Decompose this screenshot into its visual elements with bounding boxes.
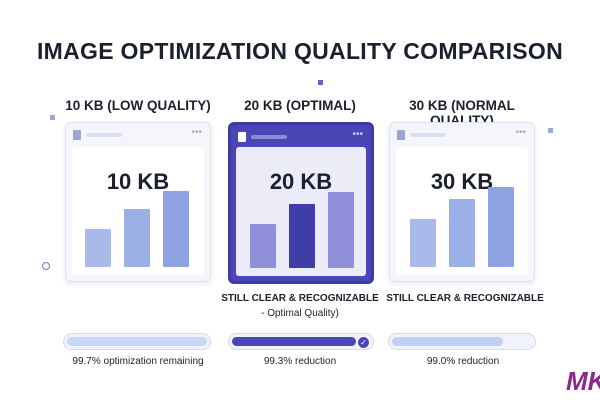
mini-bar (163, 191, 189, 267)
icon (238, 132, 246, 142)
icon (397, 130, 405, 140)
decoration (86, 133, 122, 137)
progress-label: 99.7% optimization remaining (72, 356, 204, 367)
mini-bar (289, 204, 315, 268)
progress-label: 99.0% reduction (426, 356, 500, 367)
decoration (50, 115, 55, 120)
caption-note: - Optimal Quality) (261, 308, 339, 319)
decoration (548, 128, 553, 133)
check-icon: ✓ (357, 336, 370, 349)
decoration (318, 80, 323, 85)
size-label: 20 KB (269, 169, 333, 194)
caption: STILL CLEAR & RECOGNIZABLE (386, 293, 544, 304)
progress-fill (67, 337, 207, 346)
card: ••• 10 KB (65, 122, 211, 282)
card-panel: 20 KB (236, 147, 366, 276)
card-panel: 10 KB (72, 147, 204, 275)
progress-bar (388, 333, 536, 350)
mini-bar (328, 192, 354, 268)
menu-dots: ••• (191, 127, 202, 138)
mini-bar (250, 224, 276, 268)
progress-bar (63, 333, 211, 350)
card: ••• 20 KB (228, 122, 374, 284)
mini-bar (410, 219, 436, 267)
title: IMAGE OPTIMIZATION QUALITY COMPARISON (36, 38, 564, 64)
mini-bar (449, 199, 475, 267)
card-heading: 20 KB (OPTIMAL) (244, 98, 356, 113)
size-label: 10 KB (106, 169, 170, 194)
progress-bar: ✓ (228, 333, 374, 350)
decoration (42, 262, 50, 270)
menu-dots: ••• (515, 127, 526, 138)
logo: MK (566, 366, 600, 396)
decoration (251, 135, 287, 139)
menu-dots: ••• (352, 129, 363, 140)
icon (73, 130, 81, 140)
progress-fill (392, 337, 503, 346)
card-heading: 10 KB (LOW QUALITY) (65, 98, 211, 113)
caption: STILL CLEAR & RECOGNIZABLE (221, 293, 379, 304)
size-label: 30 KB (430, 169, 494, 194)
mini-bar (488, 187, 514, 267)
progress-fill (232, 337, 356, 346)
mini-bar (85, 229, 111, 267)
decoration (410, 133, 446, 137)
card: ••• 30 KB (389, 122, 535, 282)
mini-bar (124, 209, 150, 267)
progress-label: 99.3% reduction (263, 356, 337, 367)
card-panel: 30 KB (396, 147, 528, 275)
